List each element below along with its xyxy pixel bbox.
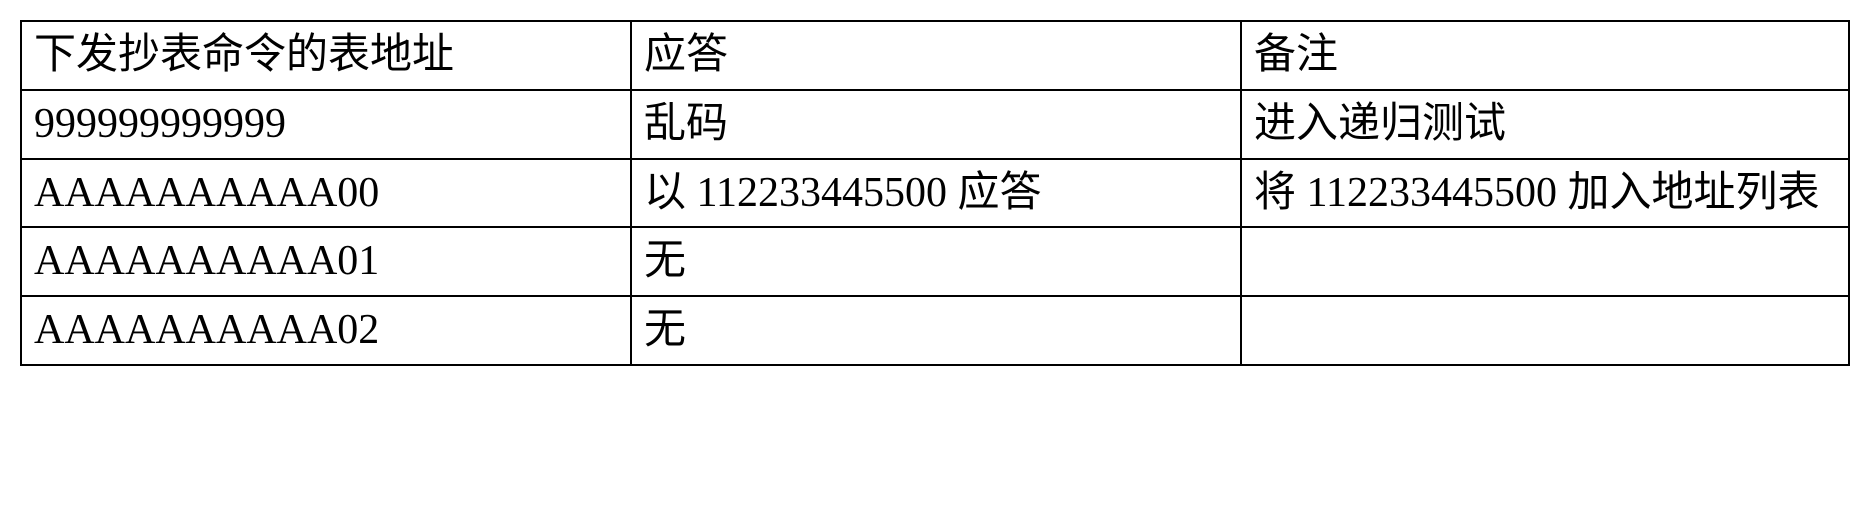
col-header-response: 应答 (631, 21, 1241, 90)
cell-response: 无 (631, 227, 1241, 296)
cell-remark: 将 112233445500 加入地址列表 (1241, 159, 1849, 228)
cell-address: 999999999999 (21, 90, 631, 159)
cell-address: AAAAAAAAAA02 (21, 296, 631, 365)
cell-remark (1241, 296, 1849, 365)
meter-address-table: 下发抄表命令的表地址 应答 备注 999999999999 乱码 进入递归测试 … (20, 20, 1850, 366)
cell-address: AAAAAAAAAA00 (21, 159, 631, 228)
cell-address: AAAAAAAAAA01 (21, 227, 631, 296)
col-header-remark: 备注 (1241, 21, 1849, 90)
table-row: AAAAAAAAAA01 无 (21, 227, 1849, 296)
table-row: AAAAAAAAAA00 以 112233445500 应答 将 1122334… (21, 159, 1849, 228)
cell-response: 无 (631, 296, 1241, 365)
table-row: AAAAAAAAAA02 无 (21, 296, 1849, 365)
cell-remark (1241, 227, 1849, 296)
cell-response: 以 112233445500 应答 (631, 159, 1241, 228)
cell-response: 乱码 (631, 90, 1241, 159)
col-header-address: 下发抄表命令的表地址 (21, 21, 631, 90)
cell-remark: 进入递归测试 (1241, 90, 1849, 159)
table-header-row: 下发抄表命令的表地址 应答 备注 (21, 21, 1849, 90)
table-row: 999999999999 乱码 进入递归测试 (21, 90, 1849, 159)
